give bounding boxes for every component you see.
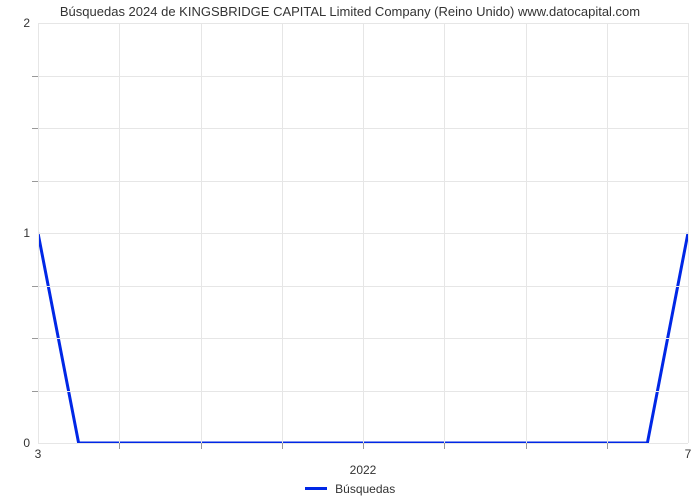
grid-v-line <box>526 23 527 443</box>
chart-container: Búsquedas 2024 de KINGSBRIDGE CAPITAL Li… <box>0 2 700 500</box>
plot-area: 012372022 <box>38 23 688 443</box>
chart-title: Búsquedas 2024 de KINGSBRIDGE CAPITAL Li… <box>0 2 700 23</box>
y-tick-label: 0 <box>23 436 30 450</box>
y-tick-label: 2 <box>23 16 30 30</box>
x-minor-tick <box>363 443 364 449</box>
chart-legend: Búsquedas <box>0 481 700 496</box>
x-tick-label: 3 <box>35 447 42 461</box>
x-tick-label: 7 <box>685 447 692 461</box>
grid-v-line <box>688 23 689 443</box>
grid-v-line <box>607 23 608 443</box>
x-minor-tick <box>526 443 527 449</box>
grid-v-line <box>444 23 445 443</box>
y-tick-label: 1 <box>23 226 30 240</box>
grid-v-line <box>201 23 202 443</box>
grid-v-line <box>119 23 120 443</box>
x-axis-center-label: 2022 <box>350 463 377 477</box>
grid-v-line <box>282 23 283 443</box>
legend-label: Búsquedas <box>335 482 395 496</box>
grid-v-line <box>363 23 364 443</box>
x-minor-tick <box>607 443 608 449</box>
x-minor-tick <box>201 443 202 449</box>
x-minor-tick <box>119 443 120 449</box>
x-minor-tick <box>444 443 445 449</box>
grid-v-line <box>38 23 39 443</box>
legend-swatch <box>305 487 327 490</box>
x-minor-tick <box>282 443 283 449</box>
